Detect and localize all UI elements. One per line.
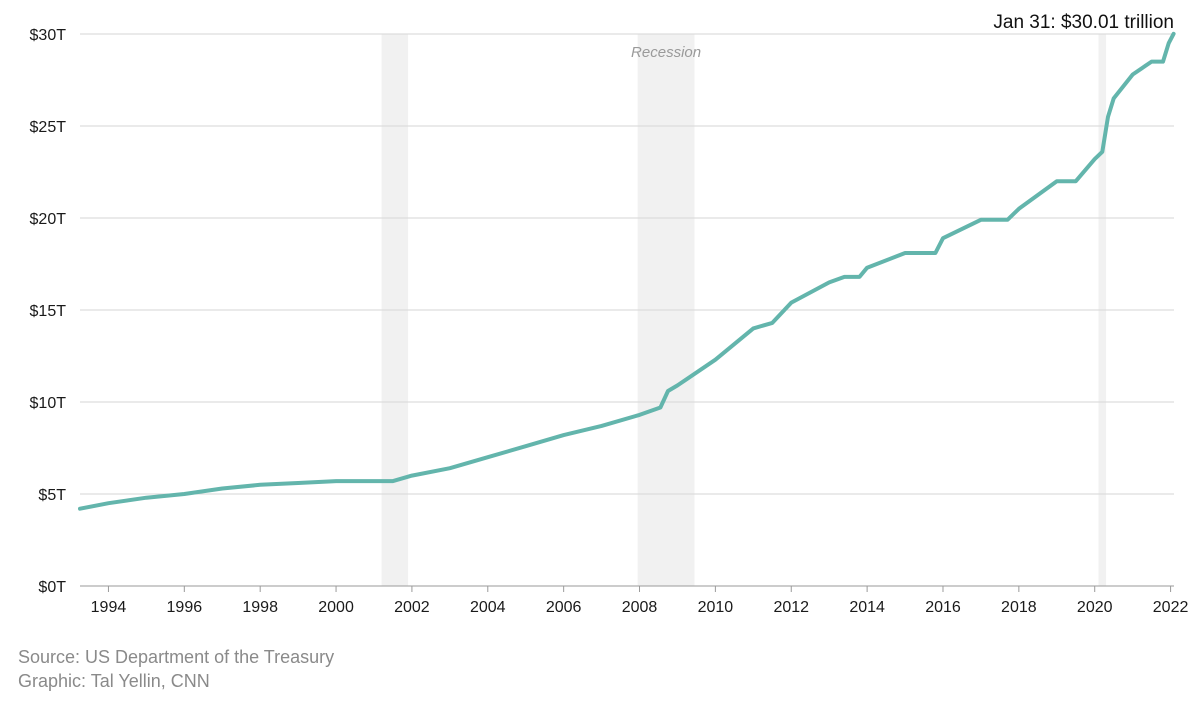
x-tick-label: 2020 [1077,599,1113,616]
x-tick-label: 2010 [698,599,734,616]
x-tick-label: 2008 [622,599,658,616]
gridlines [80,33,1174,495]
x-tick-label: 2022 [1153,599,1189,616]
graphic-credit: Graphic: Tal Yellin, CNN [18,671,210,691]
recession-label: Recession [631,44,701,61]
source-note: Source: US Department of the Treasury [18,647,335,667]
x-tick-label: 2006 [546,599,582,616]
x-tick-label: 2002 [394,599,430,616]
x-tick-label: 2012 [773,599,809,616]
y-tick-label: $15T [30,303,67,320]
y-tick-label: $10T [30,395,67,412]
series-line-1 [78,31,1176,511]
x-tick-label: 2004 [470,599,506,616]
y-tick-label: $20T [30,211,67,228]
y-tick-label: $0T [38,579,66,596]
y-tick-label: $25T [30,119,67,136]
credits: Source: US Department of the Treasury Gr… [18,645,334,693]
line-chart: $0T $5T $10T $15T $20T $25T $30T 1994 1996 1998 2… [30,12,1189,616]
end-value-annotation: Jan 31: $30.01 trillion [993,12,1174,33]
x-tick-label: 2018 [1001,599,1037,616]
x-tick-label: 1998 [242,599,278,616]
y-tick-label: $30T [30,27,67,44]
series-layer [78,31,1176,511]
x-tick-label: 2000 [318,599,354,616]
x-tick-label: 2016 [925,599,961,616]
x-tick-label: 2014 [849,599,885,616]
x-axis: 1994 1996 1998 2000 2002 2004 2006 2008 2010 2012… [80,585,1189,616]
x-tick-label: 1996 [167,599,203,616]
y-tick-label: $5T [38,487,66,504]
y-axis-tick-labels: $0T $5T $10T $15T $20T $25T $30T [30,27,67,596]
x-tick-label: 1994 [91,599,127,616]
